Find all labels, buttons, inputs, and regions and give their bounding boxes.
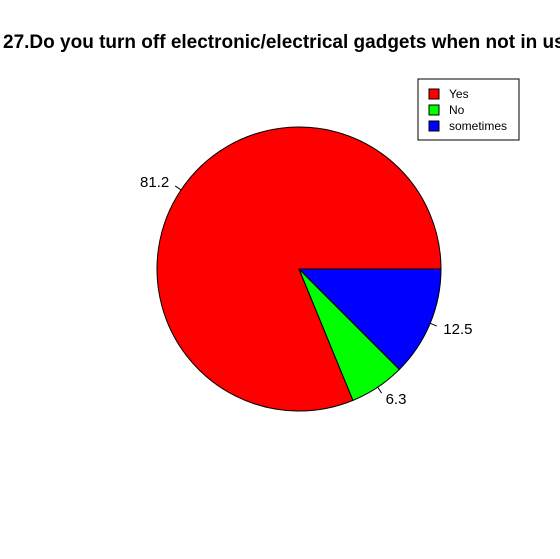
label-leader-yes — [174, 185, 182, 191]
legend-label-sometimes: sometimes — [449, 119, 507, 133]
label-leader-no — [377, 386, 383, 394]
pie-slices — [156, 126, 442, 412]
slice-labels: 81.2 6.3 12.5 — [140, 174, 472, 408]
legend-swatch-no — [428, 104, 440, 116]
label-leader-sometimes — [429, 322, 437, 327]
label-leaders — [174, 185, 437, 394]
legend-swatch-yes — [428, 88, 440, 100]
legend: Yes No sometimes — [417, 78, 520, 141]
slice-label-no: 6.3 — [386, 391, 407, 408]
legend-label-yes: Yes — [449, 87, 469, 101]
slice-label-sometimes: 12.5 — [443, 321, 472, 338]
chart-title: 27.Do you turn off electronic/electrical… — [3, 32, 560, 53]
slice-label-yes: 81.2 — [140, 174, 169, 191]
legend-swatch-sometimes — [428, 120, 440, 132]
legend-label-no: No — [449, 103, 465, 117]
